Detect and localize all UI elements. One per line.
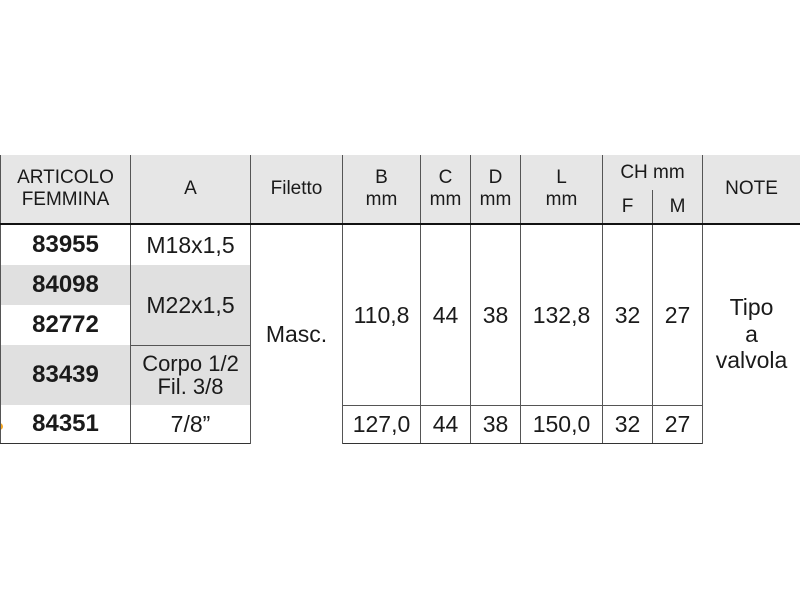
- articolo-cell: 83439: [0, 345, 131, 405]
- d-cell: 38: [470, 405, 521, 444]
- header-filetto: Filetto: [250, 155, 343, 225]
- d-cell: 38: [470, 224, 521, 406]
- header-ch-m: M: [651, 190, 704, 225]
- header-ch-f: F: [602, 190, 653, 225]
- filetto-cell: Masc.: [250, 224, 343, 443]
- articolo-cell: 82772: [0, 305, 131, 345]
- b-cell: 110,8: [342, 224, 421, 406]
- a-cell: M18x1,5: [130, 224, 251, 265]
- table-row: 84351 7/8” 127,0 44 38 150,0 32 27: [0, 405, 800, 444]
- ch-f-cell: 32: [602, 405, 653, 444]
- ch-m-cell: 27: [651, 224, 704, 406]
- l-cell: 132,8: [520, 224, 603, 406]
- a-cell: M22x1,5: [130, 265, 251, 346]
- table-row: 82772: [0, 305, 800, 345]
- header-ch: CH mm: [601, 155, 704, 190]
- ch-m-cell: 27: [651, 405, 704, 444]
- table-row: 83955 M18x1,5 Masc. 110,8 44 38 132,8 32…: [0, 224, 800, 443]
- header-a: A: [130, 155, 251, 225]
- header-articolo: ARTICOLO FEMMINA: [0, 155, 131, 225]
- table-row: 83439 Corpo 1/2 Fil. 3/8: [0, 345, 800, 405]
- note-cell: Tipo a valvola: [702, 224, 800, 443]
- a-cell: Corpo 1/2 Fil. 3/8: [130, 345, 251, 405]
- table-row: 84098 M22x1,5: [0, 265, 800, 346]
- b-cell: 127,0: [342, 405, 421, 444]
- a-cell: 7/8”: [130, 405, 251, 444]
- articolo-cell: 84098: [0, 265, 131, 305]
- l-cell: 150,0: [520, 405, 603, 444]
- ch-f-cell: 32: [602, 224, 653, 406]
- articolo-cell: 83955: [0, 224, 131, 265]
- c-cell: 44: [420, 224, 471, 406]
- header-note: NOTE: [702, 155, 800, 225]
- c-cell: 44: [420, 405, 471, 444]
- articolo-cell: 84351: [0, 405, 131, 444]
